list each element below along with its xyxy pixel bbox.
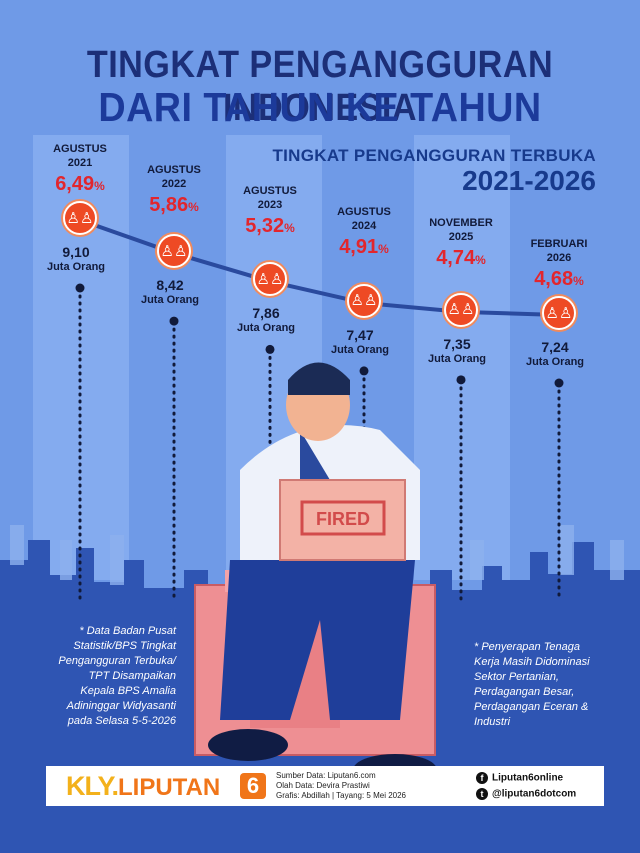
period-line-1: AGUSTUS [53, 143, 107, 155]
period-label: FEBRUARI 2026 [504, 237, 614, 265]
rate-number: 4,91 [339, 236, 379, 258]
leader-dot [554, 378, 564, 388]
period-line-1: AGUSTUS [147, 164, 201, 176]
period-line-2: 2026 [546, 252, 572, 264]
rate-percent-sign: % [378, 242, 389, 256]
rate-percent-sign: % [284, 221, 295, 235]
count-unit: Juta Orang [330, 343, 390, 356]
data-point: AGUSTUS 2022 5,86% [119, 163, 229, 217]
count-label: 8,42 Juta Orang [115, 277, 225, 306]
title-line-2: DARI TAHUN KE TAHUN [98, 84, 542, 130]
leader-dot [456, 375, 466, 385]
data-point: AGUSTUS 2023 5,32% [215, 184, 325, 238]
people-group-icon: ♙♙ [542, 296, 576, 330]
note-right: * Penyerapan Tenaga Kerja Masih Didomina… [474, 641, 590, 728]
count-value: 7,47 [346, 326, 374, 343]
count-unit: Juta Orang [46, 261, 106, 273]
people-group-icon: ♙♙ [157, 234, 191, 269]
people-group-icon: ♙♙ [253, 262, 287, 297]
liputan-six-logo: 6 [240, 773, 266, 799]
credit-source: Sumber Data: Liputan6.com [276, 771, 376, 780]
period-label: AGUSTUS 2021 [25, 142, 135, 170]
fired-label: FIRED [316, 509, 370, 529]
data-point: FEBRUARI 2026 4,68% [504, 237, 614, 291]
period-label: NOVEMBER 2025 [406, 216, 516, 244]
title-line-1: TINGKAT PENGANGGURAN INDONESIA [86, 44, 554, 129]
count-label: 7,24 Juta Orang [500, 339, 610, 368]
kly-logo: KLY. [66, 771, 119, 801]
rate-value: 5,86% [119, 194, 229, 217]
subtitle-line-1: TINGKAT PENGANGGURAN TERBUKA [272, 146, 596, 165]
rate-number: 6,49 [55, 173, 95, 195]
credit-editor: Olah Data: Devira Prastiwi [276, 781, 370, 790]
footer: KLY. LIPUTAN 6 Sumber Data: Liputan6.com… [46, 766, 604, 806]
facebook-handle: Liputan6online [492, 772, 564, 784]
facebook-icon: f [476, 772, 488, 784]
rate-number: 5,32 [245, 215, 285, 237]
rate-value: 5,32% [215, 215, 325, 238]
rate-number: 5,86 [149, 194, 189, 216]
period-line-2: 2022 [161, 178, 187, 190]
period-line-1: FEBRUARI [530, 238, 588, 250]
rate-percent-sign: % [573, 274, 584, 288]
rate-value: 4,68% [504, 268, 614, 291]
period-line-2: 2023 [257, 199, 283, 211]
count-unit: Juta Orang [236, 322, 296, 335]
count-unit: Juta Orang [427, 352, 487, 365]
data-point: AGUSTUS 2021 6,49% [25, 142, 135, 196]
rate-value: 4,74% [406, 247, 516, 270]
twitter-icon: t [476, 788, 488, 800]
rate-percent-sign: % [188, 200, 199, 214]
subtitle-years: 2021-2026 [462, 165, 596, 196]
period-label: AGUSTUS 2023 [215, 184, 325, 212]
skyline-background [10, 525, 624, 585]
people-group-icon: ♙♙ [347, 283, 381, 318]
count-label: 9,10 Juta Orang [21, 244, 131, 273]
rate-number: 4,68 [534, 268, 574, 290]
rate-percent-sign: % [94, 179, 105, 193]
count-value: 7,24 [541, 339, 569, 355]
count-unit: Juta Orang [525, 356, 585, 368]
data-point: AGUSTUS 2024 4,91% [309, 205, 419, 259]
count-value: 8,42 [156, 277, 184, 294]
period-label: AGUSTUS 2022 [119, 163, 229, 191]
period-line-1: AGUSTUS [337, 206, 391, 218]
social-facebook[interactable]: f Liputan6online [476, 772, 563, 784]
count-label: 7,86 Juta Orang [211, 305, 321, 334]
rate-value: 4,91% [309, 236, 419, 259]
credit-graphic: Grafis: Abdillah | Tayang: 5 Mei 2026 [276, 791, 407, 800]
count-label: 7,35 Juta Orang [402, 336, 512, 365]
subtitle: TINGKAT PENGANGGURAN TERBUKA 2021-2026 [272, 146, 596, 196]
rate-number: 4,74 [436, 247, 476, 269]
leader-dot [265, 344, 275, 354]
social-twitter[interactable]: t @liputan6dotcom [476, 788, 576, 800]
rate-percent-sign: % [475, 253, 486, 267]
period-line-2: 2024 [351, 220, 377, 232]
period-line-1: AGUSTUS [243, 185, 297, 197]
credits: Sumber Data: Liputan6.com Olah Data: Dev… [276, 771, 406, 801]
leader-dot [359, 366, 369, 376]
leader-dot [75, 283, 85, 293]
period-line-2: 2021 [67, 157, 93, 169]
leader-dot [169, 316, 179, 326]
count-value: 9,10 [62, 244, 90, 260]
period-line-2: 2025 [448, 231, 474, 243]
count-unit: Juta Orang [140, 294, 200, 307]
fired-stamp [300, 500, 386, 536]
people-group-icon: ♙♙ [63, 201, 97, 235]
fired-man-illustration: FIRED [194, 362, 437, 786]
people-group-icon: ♙♙ [444, 292, 478, 327]
note-left: * Data Badan Pusat Statistik/BPS Tingkat… [58, 625, 176, 727]
period-label: AGUSTUS 2024 [309, 205, 419, 233]
count-value: 7,35 [443, 335, 471, 352]
twitter-handle: @liputan6dotcom [492, 788, 577, 800]
count-label: 7,47 Juta Orang [305, 327, 415, 356]
data-point: NOVEMBER 2025 4,74% [406, 216, 516, 270]
count-value: 7,86 [252, 305, 280, 322]
rate-value: 6,49% [25, 173, 135, 196]
period-line-1: NOVEMBER [429, 217, 493, 229]
liputan-logo: LIPUTAN [118, 774, 221, 801]
